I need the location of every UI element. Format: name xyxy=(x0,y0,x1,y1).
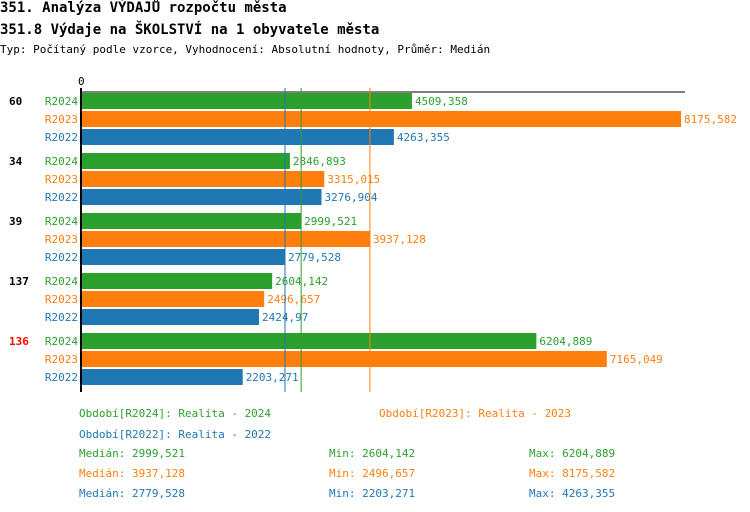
stat-min-r2023: Min: 2496,657 xyxy=(329,467,416,480)
data-label: 4509,358 xyxy=(415,95,468,108)
data-label: 2779,528 xyxy=(288,251,341,264)
bar-R2022 xyxy=(81,249,285,265)
series-label: R2023 xyxy=(45,293,78,306)
series-label: R2024 xyxy=(45,95,78,108)
data-label: 2203,271 xyxy=(246,371,299,384)
series-label: R2024 xyxy=(45,275,78,288)
bar-R2024 xyxy=(81,93,412,109)
legend-r2024: Období[R2024]: Realita - 2024 xyxy=(79,407,272,420)
data-label: 4263,355 xyxy=(397,131,450,144)
bar-R2022 xyxy=(81,189,322,205)
data-label: 8175,582 xyxy=(684,113,737,126)
bar-R2022 xyxy=(81,309,259,325)
data-label: 2846,893 xyxy=(293,155,346,168)
series-label: R2022 xyxy=(45,191,78,204)
series-label: R2022 xyxy=(45,311,78,324)
series-label: R2022 xyxy=(45,251,78,264)
series-label: R2024 xyxy=(45,335,78,348)
bar-chart: 0 60 R2024 4509,358 R2023 8175,582 R2022 4263,3… xyxy=(9,75,737,392)
data-label: 3276,904 xyxy=(324,191,377,204)
stat-min-r2022: Min: 2203,271 xyxy=(329,487,416,500)
bar-R2023 xyxy=(81,231,370,247)
series-label: R2022 xyxy=(45,131,78,144)
data-label: 2999,521 xyxy=(304,215,357,228)
data-label: 7165,049 xyxy=(610,353,663,366)
legend-r2023: Období[R2023]: Realita - 2023 xyxy=(379,407,572,420)
bar-R2023 xyxy=(81,291,265,307)
category-label: 136 xyxy=(9,335,29,348)
legend-r2022: Období[R2022]: Realita - 2022 xyxy=(79,428,272,441)
page-title: 351. Analýza VÝDAJŮ rozpočtu města xyxy=(0,0,287,16)
series-label: R2023 xyxy=(45,113,78,126)
stat-max-r2022: Max: 4263,355 xyxy=(529,487,616,500)
data-label: 3315,015 xyxy=(327,173,380,186)
chart-title: 351.8 Výdaje na ŠKOLSTVÍ na 1 obyvatele … xyxy=(0,22,380,38)
category-label: 34 xyxy=(9,155,23,168)
data-label: 3937,128 xyxy=(373,233,426,246)
bar-R2024 xyxy=(81,213,302,229)
stat-median-r2023: Medián: 3937,128 xyxy=(79,467,185,480)
bar-R2023 xyxy=(81,111,681,127)
bar-R2022 xyxy=(81,129,394,145)
series-label: R2024 xyxy=(45,215,78,228)
series-label: R2023 xyxy=(45,353,78,366)
chart-info: Typ: Počítaný podle vzorce, Vyhodnocení:… xyxy=(0,43,491,56)
bar-R2022 xyxy=(81,369,243,385)
bar-R2024 xyxy=(81,153,290,169)
bar-R2024 xyxy=(81,333,537,349)
series-label: R2022 xyxy=(45,371,78,384)
series-label: R2023 xyxy=(45,173,78,186)
series-label: R2023 xyxy=(45,233,78,246)
data-label: 6204,889 xyxy=(539,335,592,348)
series-label: R2024 xyxy=(45,155,78,168)
category-label: 60 xyxy=(9,95,22,108)
data-label: 2496,657 xyxy=(267,293,320,306)
bar-R2023 xyxy=(81,351,607,367)
x-tick-label: 0 xyxy=(78,75,85,88)
stat-max-r2023: Max: 8175,582 xyxy=(529,467,616,480)
stat-max-r2024: Max: 6204,889 xyxy=(529,447,616,460)
bar-R2024 xyxy=(81,273,273,289)
category-label: 137 xyxy=(9,275,29,288)
stat-median-r2024: Medián: 2999,521 xyxy=(79,447,185,460)
stat-median-r2022: Medián: 2779,528 xyxy=(79,487,185,500)
stat-min-r2024: Min: 2604,142 xyxy=(329,447,416,460)
category-label: 39 xyxy=(9,215,22,228)
bar-R2023 xyxy=(81,171,325,187)
